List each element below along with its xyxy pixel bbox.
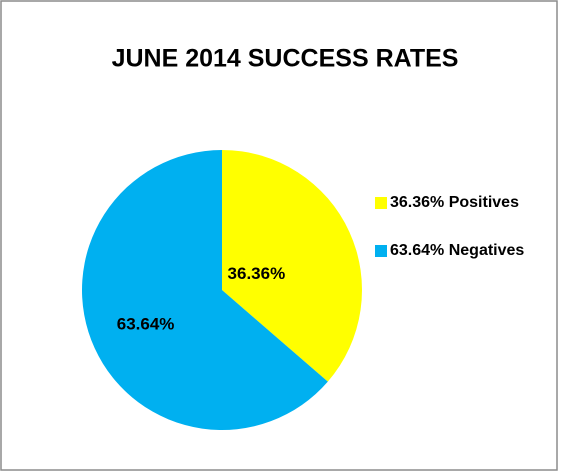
pie-slice (222, 150, 362, 382)
chart-title: JUNE 2014 SUCCESS RATES (112, 45, 459, 73)
pie-slice (81, 150, 328, 430)
legend-label: 36.36% Positives (390, 194, 519, 211)
data-label: 36.36% (228, 264, 286, 283)
legend-swatch (375, 245, 387, 257)
legend-label: 63.64% Negatives (390, 242, 524, 259)
data-label: 63.64% (117, 314, 175, 333)
legend-swatch (375, 197, 387, 209)
